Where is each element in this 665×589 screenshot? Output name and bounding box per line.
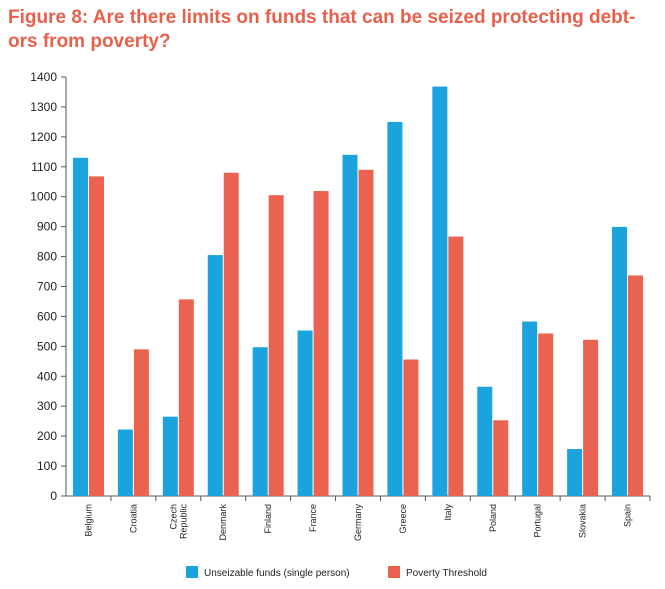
bar-poverty-threshold-belgium xyxy=(88,176,104,496)
x-category-label-text: Republic xyxy=(178,504,188,540)
bar-unseizable-funds-poland xyxy=(477,386,493,496)
x-category-label-text: Italy xyxy=(443,504,453,521)
x-category-label-text: Belgium xyxy=(83,504,93,537)
x-category-label-text: France xyxy=(308,504,318,532)
bar-poverty-threshold-italy xyxy=(448,236,464,496)
bar-poverty-threshold-france xyxy=(313,191,329,496)
chart-title-line-2: ors from poverty? xyxy=(8,31,171,52)
y-tick-label: 400 xyxy=(37,369,57,383)
y-tick-label: 1400 xyxy=(30,70,57,84)
y-tick-label: 700 xyxy=(37,280,57,294)
chart-title-line-1: Figure 8: Are there limits on funds that… xyxy=(8,7,636,28)
x-category-label: Germany xyxy=(353,504,363,542)
y-tick-label: 1300 xyxy=(30,100,57,114)
y-axis: 0 100 200 300 400 500 600 700 800 900 1000 1100 1200… xyxy=(30,70,67,503)
y-tick-label: 1200 xyxy=(30,130,57,144)
x-category-label: Finland xyxy=(263,504,273,534)
legend-swatch-poverty-threshold xyxy=(388,566,400,578)
bars xyxy=(72,86,644,497)
bar-unseizable-funds-france xyxy=(297,330,313,496)
bar-poverty-threshold-poland xyxy=(493,420,509,496)
legend-label-poverty-threshold: Poverty Threshold xyxy=(406,568,487,579)
bar-poverty-threshold-croatia xyxy=(133,349,149,496)
x-category-label-text: Denmark xyxy=(218,504,228,541)
bar-poverty-threshold-finland xyxy=(268,195,284,497)
x-category-label: Croatia xyxy=(128,504,138,533)
bar-poverty-threshold-portugal xyxy=(538,333,554,496)
y-tick-label: 500 xyxy=(37,339,57,353)
legend-swatch-unseizable-funds xyxy=(186,566,198,578)
bar-unseizable-funds-greece xyxy=(387,121,403,497)
bar-unseizable-funds-czech-republic xyxy=(162,416,178,496)
bar-unseizable-funds-spain xyxy=(612,226,628,496)
y-tick-label: 600 xyxy=(37,309,57,323)
y-tick-label: 900 xyxy=(37,220,57,234)
x-category-label: Spain xyxy=(623,504,633,527)
y-tick-label: 200 xyxy=(37,429,57,443)
bar-poverty-threshold-greece xyxy=(403,359,419,496)
x-category-label: Italy xyxy=(443,504,453,521)
category-labels: Belgium Croatia Czech Republic Denmark Finlan… xyxy=(83,504,632,542)
x-category-label-text: Finland xyxy=(263,504,273,534)
x-category-label-text: Portugal xyxy=(533,504,543,538)
bar-unseizable-funds-italy xyxy=(432,86,448,496)
x-category-label: Slovakia xyxy=(578,504,588,538)
x-category-label: France xyxy=(308,504,318,532)
x-category-label: Portugal xyxy=(533,504,543,538)
bar-unseizable-funds-finland xyxy=(252,347,268,496)
x-category-label-text: Greece xyxy=(398,504,408,534)
x-category-label: Belgium xyxy=(83,504,93,537)
x-category-label-text: Slovakia xyxy=(578,504,588,538)
x-category-label-text: Croatia xyxy=(128,504,138,533)
bar-poverty-threshold-czech-republic xyxy=(178,299,194,496)
bar-poverty-threshold-slovakia xyxy=(583,339,599,496)
x-category-label: Poland xyxy=(488,504,498,532)
chart-title: Figure 8: Are there limits on funds that… xyxy=(8,6,648,54)
x-category-label: Greece xyxy=(398,504,408,534)
legend-label-unseizable-funds: Unseizable funds (single person) xyxy=(204,568,350,579)
legend: Unseizable funds (single person) Poverty … xyxy=(186,566,487,579)
bar-poverty-threshold-spain xyxy=(628,275,644,496)
x-axis xyxy=(66,495,651,501)
y-tick-label: 300 xyxy=(37,399,57,413)
y-tick-label: 100 xyxy=(37,459,57,473)
bar-unseizable-funds-germany xyxy=(342,154,358,497)
x-category-label-text: Poland xyxy=(488,504,498,532)
x-category-label: Denmark xyxy=(218,504,228,541)
bar-unseizable-funds-belgium xyxy=(72,157,88,497)
x-category-label: Czech Republic xyxy=(168,504,188,540)
y-tick-label: 1100 xyxy=(31,160,57,174)
bar-unseizable-funds-croatia xyxy=(117,429,133,496)
y-tick-label: 800 xyxy=(37,250,57,264)
bar-unseizable-funds-denmark xyxy=(207,255,223,496)
bar-unseizable-funds-portugal xyxy=(522,321,538,496)
y-tick-label: 1000 xyxy=(30,190,57,204)
x-category-label-text: Czech xyxy=(168,504,178,530)
bar-poverty-threshold-denmark xyxy=(223,172,239,496)
bar-unseizable-funds-slovakia xyxy=(567,449,583,496)
x-category-label-text: Spain xyxy=(623,504,633,527)
x-category-label-text: Germany xyxy=(353,504,363,542)
bar-poverty-threshold-germany xyxy=(358,169,374,496)
y-tick-label: 0 xyxy=(50,489,57,503)
